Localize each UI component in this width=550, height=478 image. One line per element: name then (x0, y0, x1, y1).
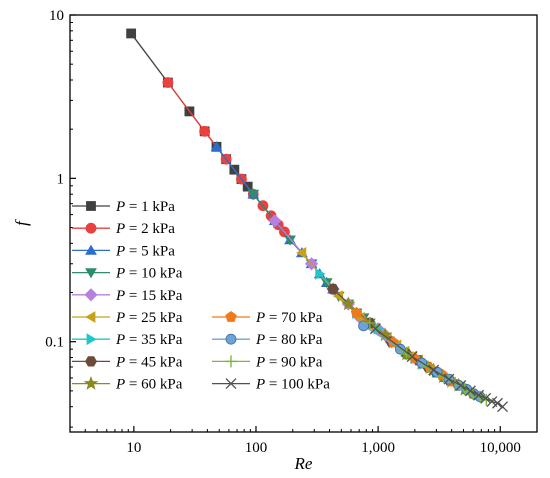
legend-item: P = 90 kPa (212, 354, 323, 370)
legend-marker (85, 356, 97, 367)
legend-label: P = 70 kPa (255, 310, 323, 326)
legend-item: P = 45 kPa (72, 354, 183, 370)
legend-label: P = 45 kPa (115, 354, 183, 370)
data-point (162, 77, 174, 88)
legend-marker (225, 311, 237, 322)
legend-marker (83, 375, 99, 390)
data-point (492, 397, 503, 409)
legend-marker (86, 201, 96, 211)
legend-label: P = 60 kPa (115, 377, 183, 393)
axes-layer: 10 100 1,000 10,000 0.1 1 10 (45, 8, 538, 456)
legend-label: P = 5 kPa (115, 243, 175, 259)
legend-marker (225, 378, 237, 390)
legend-item: P = 15 kPa (72, 288, 183, 304)
legend-item: P = 60 kPa (72, 375, 183, 393)
data-point (428, 364, 440, 376)
data-point (268, 214, 282, 228)
data-point (363, 317, 376, 330)
legend-marker (85, 311, 96, 323)
chart-series-layer (126, 28, 509, 413)
legend-label: P = 1 kPa (115, 199, 175, 215)
legend-marker (225, 333, 237, 345)
data-point (126, 28, 137, 39)
data-point (464, 385, 476, 397)
data-point (358, 320, 369, 332)
legend-label: P = 35 kPa (115, 332, 183, 348)
legend-label: P = 15 kPa (115, 288, 183, 304)
legend: P = 1 kPa P = 2 kPa P = 5 kPa P = 10 kPa P =… (72, 199, 330, 393)
legend-label: P = 80 kPa (255, 332, 323, 348)
x-tick-label: 100 (245, 440, 268, 456)
legend-item: P = 100 kPa (212, 377, 330, 393)
legend-label: P = 10 kPa (115, 266, 183, 282)
data-point (284, 235, 296, 246)
legend-item: P = 35 kPa (72, 332, 183, 348)
legend-label: P = 100 kPa (255, 377, 330, 393)
data-point (210, 141, 223, 152)
data-point (296, 246, 307, 259)
legend-item: P = 1 kPa (72, 199, 175, 215)
legend-item: P = 2 kPa (72, 221, 175, 237)
data-point (327, 283, 340, 295)
legend-item: P = 10 kPa (72, 266, 183, 282)
data-point (350, 306, 363, 318)
legend-item: P = 5 kPa (72, 243, 175, 259)
y-tick-label: 0.1 (45, 335, 64, 351)
series-2 (162, 77, 290, 238)
data-point (315, 268, 326, 280)
data-point (473, 389, 485, 401)
legend-item: P = 80 kPa (212, 332, 323, 348)
data-point (199, 125, 211, 137)
legend-marker (86, 333, 97, 346)
series-13 (369, 323, 509, 413)
data-point (369, 323, 381, 335)
y-axis-title: f (12, 219, 31, 226)
data-point (341, 296, 356, 311)
data-point (247, 189, 260, 200)
data-point (443, 373, 455, 385)
y-tick-label: 10 (49, 8, 64, 24)
data-point (455, 379, 467, 391)
legend-marker (84, 288, 98, 302)
legend-marker (85, 222, 97, 234)
legend-marker (225, 355, 237, 368)
x-axis-title: Re (294, 454, 313, 473)
y-tick-label: 1 (57, 171, 65, 187)
plot-frame (69, 14, 538, 433)
x-tick-label: 10,000 (480, 440, 521, 456)
legend-item: P = 70 kPa (212, 310, 323, 326)
legend-marker (85, 268, 97, 279)
data-point (400, 348, 413, 361)
legend-marker (85, 244, 97, 255)
x-tick-label: 10 (126, 440, 141, 456)
x-tick-label: 1,000 (361, 440, 395, 456)
data-point (497, 401, 509, 413)
legend-label: P = 90 kPa (255, 354, 323, 370)
legend-item: P = 25 kPa (72, 310, 183, 326)
legend-label: P = 25 kPa (115, 310, 183, 326)
data-point (480, 392, 492, 404)
legend-label: P = 2 kPa (115, 221, 175, 237)
data-point (406, 351, 418, 363)
